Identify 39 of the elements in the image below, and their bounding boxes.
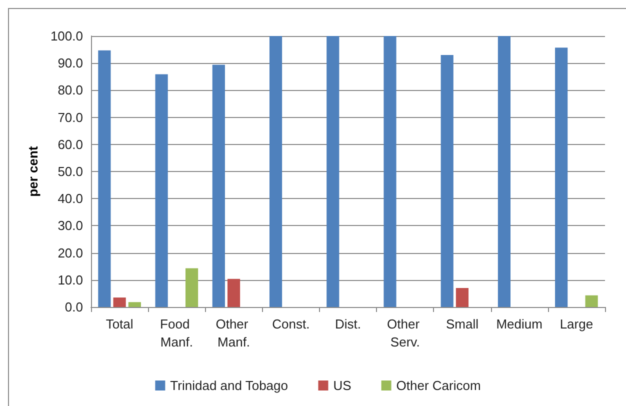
bar <box>185 268 198 307</box>
bar <box>98 50 111 307</box>
bar <box>384 36 396 307</box>
y-tick-label: 70.0 <box>58 110 83 125</box>
y-tick-label: 40.0 <box>58 191 83 206</box>
x-tick-label: Other Manf. <box>216 316 252 350</box>
y-tick-label: 30.0 <box>58 218 83 234</box>
bar <box>227 278 240 307</box>
y-tick-label: 100.0 <box>50 28 83 44</box>
legend-label: Other Caricom <box>396 378 481 393</box>
bar <box>440 54 454 307</box>
bar <box>269 36 282 307</box>
y-axis-title: per cent <box>26 146 41 197</box>
x-tick-label: Food Manf. <box>160 316 194 350</box>
bar <box>212 64 225 307</box>
x-tick-label: Other Serv. <box>387 316 424 350</box>
y-tick-label: 90.0 <box>58 56 83 71</box>
bar <box>498 36 511 307</box>
y-tick-label: 60.0 <box>58 136 83 152</box>
bar <box>128 302 141 307</box>
bar <box>326 36 340 307</box>
bar <box>456 288 469 307</box>
x-tick-label: Total <box>106 316 134 332</box>
legend-label: Trinidad and Tobago <box>170 378 288 393</box>
bar <box>113 298 126 307</box>
bar <box>585 295 598 307</box>
x-tick-label: Const. <box>272 316 310 332</box>
y-tick-label: 80.0 <box>58 82 83 98</box>
bar <box>555 48 568 307</box>
x-tick-label: Large <box>560 316 594 332</box>
x-tick-label: Medium <box>496 316 542 332</box>
x-tick-label: Small <box>446 316 479 332</box>
y-tick-label: 50.0 <box>58 164 83 179</box>
bar <box>155 74 168 307</box>
y-tick-label: 10.0 <box>58 272 83 288</box>
x-tick-label: Dist. <box>335 316 361 332</box>
legend-label: US <box>333 378 352 393</box>
y-tick-label: 20.0 <box>58 245 83 260</box>
y-tick-label: 0.0 <box>64 300 83 314</box>
